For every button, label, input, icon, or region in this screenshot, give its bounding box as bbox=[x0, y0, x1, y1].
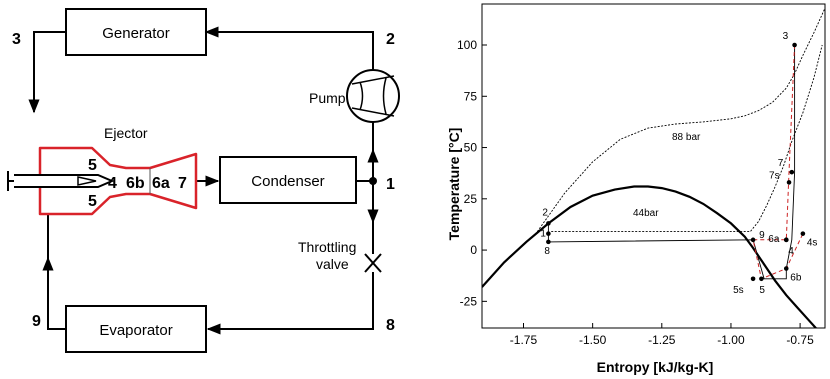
series-saturation bbox=[482, 185, 818, 328]
state-label-4: 4 bbox=[108, 175, 117, 192]
ejector-label: Ejector bbox=[104, 125, 148, 141]
state-point-9 bbox=[750, 237, 756, 243]
piping bbox=[7, 26, 379, 335]
state-point-5s bbox=[750, 276, 756, 282]
x-tick-label: -1.25 bbox=[648, 333, 676, 347]
state-point-label-4: 4 bbox=[788, 246, 794, 257]
series-isobar-44bar bbox=[551, 44, 823, 233]
x-tick-label: -1.50 bbox=[579, 333, 607, 347]
junction-node bbox=[369, 177, 377, 185]
state-point-label-6a: 6a bbox=[768, 234, 780, 245]
x-tick-label: -1.00 bbox=[717, 333, 745, 347]
plot-frame bbox=[481, 3, 826, 329]
state-label-6a: 6a bbox=[152, 175, 170, 192]
isobar-label-88bar: 88 bar bbox=[672, 132, 701, 143]
ts-chart: Temperature [°C] Entropy [kJ/kg-K] -1.75… bbox=[446, 3, 826, 375]
isobar-label-44bar: 44bar bbox=[633, 208, 659, 219]
state-point-label-3: 3 bbox=[783, 31, 789, 42]
y-tick-label: 100 bbox=[457, 38, 477, 52]
state-point-4s bbox=[800, 231, 806, 236]
state-label-5-bottom: 5 bbox=[88, 193, 97, 210]
condenser-label: Condenser bbox=[251, 173, 324, 190]
state-point-1 bbox=[546, 231, 551, 236]
state-point-label-9: 9 bbox=[759, 230, 765, 241]
state-point-7s bbox=[786, 180, 792, 185]
pump-icon bbox=[346, 69, 400, 123]
plot-area: -1.75 -1.50 -1.25 -1.00 -0.75-25025507510088… bbox=[457, 3, 826, 347]
state-label-6b: 6b bbox=[126, 175, 145, 192]
series-isobar-88bar bbox=[536, 7, 825, 232]
state-point-label-2: 2 bbox=[542, 207, 548, 218]
ejector-body bbox=[14, 146, 198, 216]
state-label-1: 1 bbox=[386, 176, 395, 193]
state-point-label-7s: 7s bbox=[769, 170, 780, 181]
series-cycle-black bbox=[547, 45, 796, 280]
condenser-box bbox=[219, 156, 357, 204]
state-point-5 bbox=[759, 276, 764, 282]
state-label-5-top: 5 bbox=[88, 157, 97, 174]
y-tick-label: -25 bbox=[460, 294, 478, 308]
state-point-label-5s: 5s bbox=[733, 285, 744, 296]
state-point-label-6b: 6b bbox=[790, 273, 802, 284]
state-point-2 bbox=[546, 221, 551, 226]
y-axis-label: Temperature [°C] bbox=[446, 128, 462, 241]
state-point-6b bbox=[783, 266, 789, 271]
state-label-9: 9 bbox=[32, 313, 41, 330]
pump-label: Pump bbox=[309, 90, 346, 106]
y-tick-label: 50 bbox=[464, 141, 478, 155]
y-tick-label: 25 bbox=[464, 192, 478, 206]
evaporator-box bbox=[65, 305, 207, 353]
y-tick-label: 75 bbox=[464, 89, 478, 103]
state-label-3: 3 bbox=[12, 31, 21, 48]
generator-label: Generator bbox=[102, 25, 170, 42]
state-label-8: 8 bbox=[386, 317, 395, 334]
evaporator-label: Evaporator bbox=[99, 322, 172, 339]
state-point-3 bbox=[792, 42, 797, 48]
state-point-7 bbox=[789, 169, 795, 175]
state-point-6a bbox=[783, 237, 789, 243]
state-point-label-7: 7 bbox=[778, 158, 784, 169]
throttling-label-1: Throttling bbox=[298, 239, 356, 255]
x-tick-label: -0.75 bbox=[786, 333, 814, 347]
state-point-8 bbox=[546, 239, 551, 245]
state-point-label-8: 8 bbox=[544, 246, 550, 257]
state-label-2: 2 bbox=[386, 31, 395, 48]
cycle-schematic: Generator Condenser Evaporator Pump Thro… bbox=[7, 8, 400, 353]
throttling-valve-icon bbox=[364, 253, 382, 273]
state-point-label-5: 5 bbox=[759, 285, 765, 296]
x-axis-label: Entropy [kJ/kg-K] bbox=[597, 359, 714, 375]
x-tick-label: -1.75 bbox=[510, 333, 538, 347]
throttling-label-2: valve bbox=[316, 256, 349, 272]
y-tick-label: 0 bbox=[470, 243, 477, 257]
state-label-7: 7 bbox=[178, 175, 187, 192]
state-point-label-1: 1 bbox=[540, 229, 546, 240]
state-point-label-4s: 4s bbox=[807, 238, 818, 249]
